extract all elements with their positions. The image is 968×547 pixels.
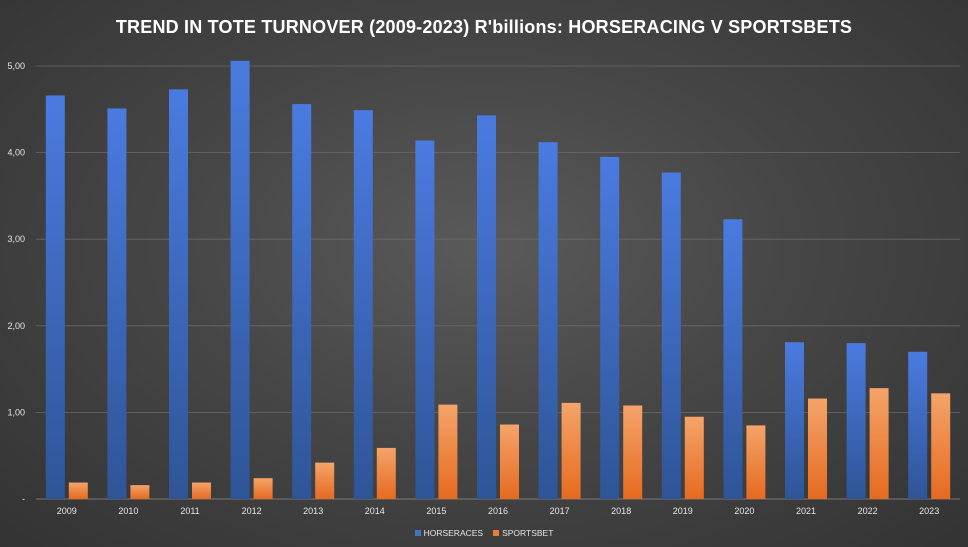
bar-horseraces	[230, 60, 250, 499]
bar-horseraces	[600, 156, 620, 499]
y-tick-label: 5,00	[7, 61, 25, 71]
x-tick-label: 2015	[426, 506, 446, 516]
bar-sportsbet	[931, 393, 951, 499]
legend-swatch-sportsbet	[493, 530, 500, 536]
bar-horseraces	[292, 104, 312, 499]
y-tick-label: 4,00	[7, 148, 25, 158]
bar-horseraces	[353, 110, 373, 499]
bar-sportsbet	[253, 478, 273, 499]
y-tick-label: 3,00	[7, 234, 25, 244]
bar-sportsbet	[808, 398, 827, 499]
bar-sportsbet	[438, 404, 458, 499]
legend-label-horseraces: HORSERACES	[423, 528, 484, 538]
bar-sportsbet	[68, 482, 88, 499]
legend-label-sportsbet: SPORTSBET	[502, 528, 554, 538]
y-tick-label: 2,00	[7, 321, 25, 331]
bar-sportsbet	[130, 485, 150, 499]
legend-item-horseraces: HORSERACES	[414, 528, 484, 538]
bar-horseraces	[908, 351, 928, 499]
x-tick-label: 2023	[919, 506, 939, 516]
x-tick-label: 2011	[180, 506, 199, 516]
bar-sportsbet	[192, 482, 211, 499]
chart-title: TREND IN TOTE TURNOVER (2009-2023) R'bil…	[115, 17, 853, 37]
bar-horseraces	[785, 342, 804, 499]
chart-legend: HORSERACES SPORTSBET	[0, 528, 968, 538]
x-tick-label: 2018	[611, 506, 631, 516]
y-tick-label: 1,00	[7, 407, 25, 417]
x-tick-label: 2014	[365, 506, 385, 516]
bar-horseraces	[846, 343, 866, 499]
bar-horseraces	[45, 95, 65, 499]
bar-horseraces	[169, 89, 188, 500]
bar-horseraces	[477, 115, 496, 499]
bar-horseraces	[107, 108, 127, 500]
legend-swatch-horseraces	[414, 530, 421, 536]
bar-sportsbet	[561, 402, 581, 499]
bar-sportsbet	[684, 416, 704, 499]
bar-sportsbet	[376, 447, 396, 499]
y-tick-label: -	[22, 494, 25, 504]
x-tick-label: 2012	[242, 506, 262, 516]
bar-sportsbet	[623, 405, 643, 499]
x-tick-label: 2017	[550, 506, 570, 516]
x-tick-label: 2010	[118, 506, 138, 516]
bar-sportsbet	[869, 388, 889, 499]
x-tick-label: 2009	[57, 506, 77, 516]
bar-horseraces	[661, 172, 681, 499]
bar-sportsbet	[746, 425, 766, 499]
bar-horseraces	[723, 219, 743, 500]
x-tick-label: 2013	[303, 506, 323, 516]
x-tick-label: 2022	[858, 506, 878, 516]
x-tick-label: 2020	[734, 506, 754, 516]
x-tick-label: 2021	[796, 506, 816, 516]
bar-horseraces	[538, 142, 558, 499]
x-tick-label: 2019	[673, 506, 693, 516]
x-tick-label: 2016	[488, 506, 508, 516]
legend-item-sportsbet: SPORTSBET	[493, 528, 553, 538]
bar-sportsbet	[500, 424, 519, 499]
bar-horseraces	[415, 140, 435, 499]
bar-sportsbet	[315, 462, 335, 499]
